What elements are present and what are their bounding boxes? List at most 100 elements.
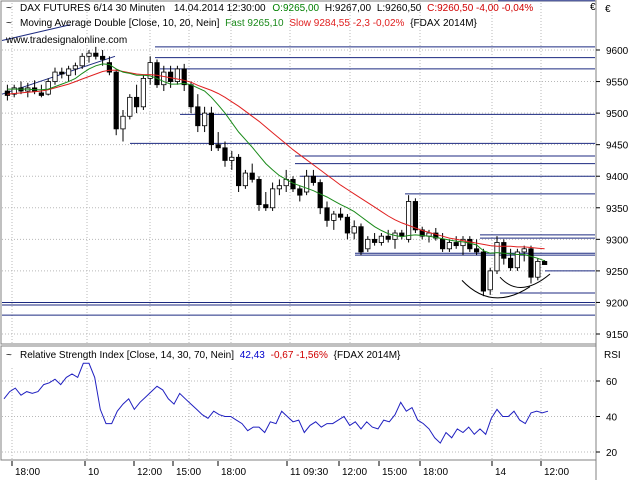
candle-body	[487, 270, 493, 291]
candle	[79, 53, 85, 69]
rsi-tick-label: 60	[606, 377, 618, 388]
candle-body	[297, 188, 303, 196]
candle-body	[317, 182, 323, 209]
candle	[460, 236, 466, 256]
candle	[501, 239, 507, 265]
rsi-collapse-icon[interactable]: ~	[6, 350, 12, 361]
candle	[480, 248, 487, 297]
candle-body	[405, 201, 412, 240]
price-y-axis: 9150 9200 9250 9300 9350 9400 9450 9500 9550 9600	[596, 46, 629, 341]
price-tick-label: 9350	[606, 204, 629, 215]
trend-line	[1, 24, 71, 42]
candle-body	[195, 106, 201, 127]
candle	[351, 220, 357, 240]
candle	[324, 201, 330, 227]
price-tick-label: 9550	[606, 78, 629, 89]
candle	[154, 59, 160, 88]
header-datetime: 14.04.2014 12:30:00	[174, 3, 266, 14]
candle	[45, 78, 51, 96]
candle	[59, 67, 65, 79]
candle	[208, 106, 214, 151]
candle-body	[229, 156, 235, 161]
rsi-tick-label: 40	[606, 413, 618, 424]
candle-body	[127, 96, 133, 117]
candle	[283, 169, 289, 192]
candle	[297, 185, 303, 202]
price-tick-label: 9600	[606, 46, 629, 57]
candle	[249, 163, 255, 183]
time-x-axis: 18:00 10 12:00 15:00 18:00 11 09:30 12:00 15:00…	[11, 461, 569, 478]
candle-body	[399, 232, 405, 237]
candle	[242, 169, 248, 189]
time-tick-label: 12:00	[544, 467, 569, 478]
candle	[140, 75, 146, 110]
website-link[interactable]: www.tradesignalonline.com	[5, 35, 127, 46]
candle-body	[324, 207, 330, 221]
candle	[133, 84, 140, 114]
candle-body	[467, 238, 473, 250]
candle-body	[4, 90, 10, 96]
candle	[147, 56, 153, 85]
candle-body	[365, 238, 371, 250]
ma-fast-value: Fast 9265,10	[225, 18, 284, 29]
pattern-arc	[461, 280, 531, 299]
candle-body	[93, 52, 99, 57]
candle-body	[378, 235, 385, 243]
currency-label: €	[605, 4, 611, 15]
candle	[317, 179, 323, 215]
price-header-line: ~ DAX FUTURES 6/14 30 Minuten 14.04.2014…	[6, 3, 533, 14]
candle	[263, 192, 269, 211]
candle-body	[188, 84, 194, 108]
candle-body	[133, 96, 140, 108]
ma-slow-value: Slow 9284,55 -2,3 -0,02%	[289, 18, 404, 29]
candle	[269, 182, 276, 211]
price-tick-label: 9450	[606, 141, 629, 152]
candle	[303, 169, 310, 196]
time-tick-label: 10	[88, 467, 100, 478]
candle-body	[242, 172, 248, 187]
candle	[514, 248, 521, 271]
candle	[4, 84, 10, 101]
candle	[127, 94, 133, 120]
header-open: O:9265,00	[272, 3, 319, 14]
candle-body	[344, 216, 351, 234]
candle-body	[480, 251, 487, 292]
price-tick-label: 9300	[606, 235, 629, 246]
candle	[66, 65, 72, 82]
candle-body	[276, 185, 283, 190]
candle	[229, 150, 235, 170]
candle-body	[303, 175, 310, 193]
candle-body	[521, 248, 527, 253]
candle-body	[371, 238, 378, 243]
price-tick-label: 9250	[606, 267, 629, 278]
rsi-change: -0,67 -1,56%	[271, 350, 328, 361]
candle-body	[269, 188, 276, 209]
collapse-icon[interactable]: ~	[6, 3, 12, 14]
candle-body	[412, 201, 419, 231]
candle-body	[154, 62, 160, 86]
currency-symbol: €	[590, 2, 596, 13]
candle	[337, 207, 344, 221]
candle	[195, 94, 201, 133]
ma-collapse-icon[interactable]: ~	[6, 18, 12, 29]
candle	[405, 195, 412, 243]
candle-body	[473, 248, 480, 253]
candle-body	[514, 251, 521, 269]
time-tick-label: 12:00	[342, 467, 367, 478]
time-tick-label: 14	[495, 467, 507, 478]
candle	[72, 62, 78, 76]
candle-body	[446, 242, 453, 250]
candle-body	[222, 147, 228, 161]
candle	[453, 236, 459, 249]
header-low: L:9260,50	[377, 3, 422, 14]
candle	[412, 198, 419, 234]
candle	[542, 260, 548, 265]
candle-body	[337, 213, 344, 218]
candle	[392, 229, 398, 249]
candle	[181, 63, 187, 92]
candle-body	[59, 71, 65, 75]
candle	[385, 229, 391, 243]
fast-ma-line	[7, 63, 545, 262]
candle	[473, 239, 480, 256]
rsi-symbol: {FDAX 2014M}	[334, 350, 401, 361]
